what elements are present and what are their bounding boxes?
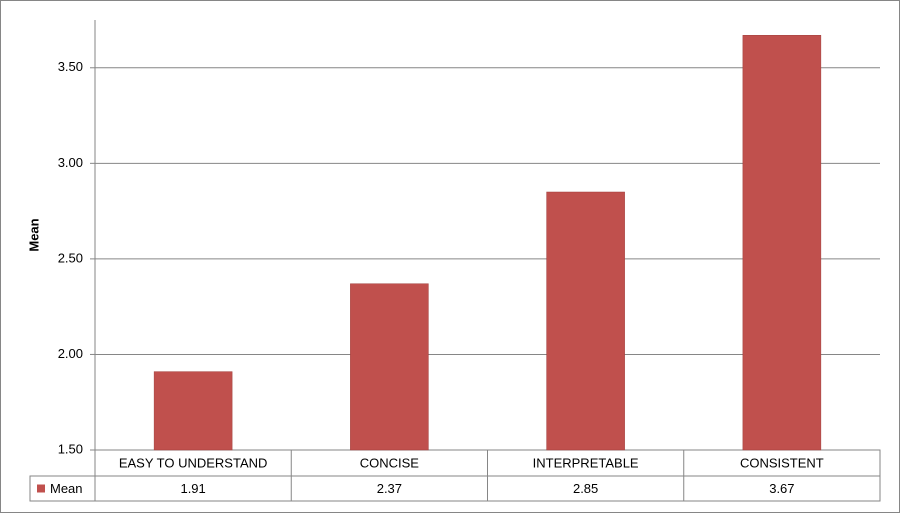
y-tick-label: 2.50 <box>58 250 83 265</box>
bar <box>546 191 625 451</box>
table-row <box>29 475 881 502</box>
x-tick-label: CONCISE <box>360 455 420 470</box>
y-tick-label: 2.00 <box>58 346 83 361</box>
y-tick-label: 1.50 <box>58 441 83 456</box>
legend-swatch <box>37 484 45 493</box>
y-tick-label: 3.00 <box>58 155 83 170</box>
x-tick-label: CONSISTENT <box>740 455 824 470</box>
x-tick-label: EASY TO UNDERSTAND <box>119 455 268 470</box>
x-tick-label: INTERPRETABLE <box>533 455 639 470</box>
y-axis-label: Mean <box>26 218 41 251</box>
table-value: 3.67 <box>769 481 794 496</box>
bar <box>153 371 233 451</box>
table-value: 2.85 <box>573 481 598 496</box>
y-tick-label: 3.50 <box>58 59 83 74</box>
table-value: 2.37 <box>377 481 402 496</box>
table-value: 1.91 <box>180 481 205 496</box>
legend-label: Mean <box>50 481 83 496</box>
bar <box>350 283 429 451</box>
bar <box>742 35 822 451</box>
